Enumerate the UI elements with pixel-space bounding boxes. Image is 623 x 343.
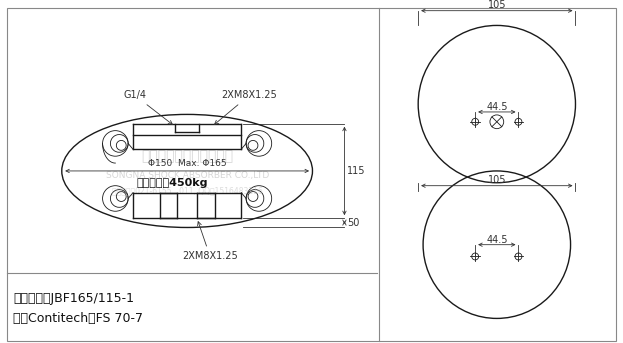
Text: 44.5: 44.5: [486, 102, 508, 112]
Text: 50: 50: [348, 217, 359, 227]
Text: 105: 105: [488, 175, 506, 185]
Text: 联系方式：021-6155…011, QQ：1516483116: 联系方式：021-6155…011, QQ：1516483116: [112, 186, 262, 195]
Text: 产品型号：JBF165/115-1: 产品型号：JBF165/115-1: [13, 292, 134, 305]
Text: 对应Contitech：FS 70-7: 对应Contitech：FS 70-7: [13, 312, 143, 325]
Text: 115: 115: [348, 166, 366, 176]
Text: 44.5: 44.5: [486, 235, 508, 245]
Text: SONGNA SHOCK ABSORBER CO.,LTD: SONGNA SHOCK ABSORBER CO.,LTD: [105, 172, 269, 180]
Text: G1/4: G1/4: [123, 90, 173, 125]
Text: 2XM8X1.25: 2XM8X1.25: [182, 222, 238, 261]
Text: 上海松夏减震器有限公司: 上海松夏减震器有限公司: [141, 149, 233, 163]
Text: Φ150  Max. Φ165: Φ150 Max. Φ165: [148, 158, 226, 168]
Text: 105: 105: [488, 0, 506, 10]
Text: 2XM8X1.25: 2XM8X1.25: [214, 90, 277, 124]
Text: 最大承载：450kg: 最大承载：450kg: [136, 178, 207, 188]
